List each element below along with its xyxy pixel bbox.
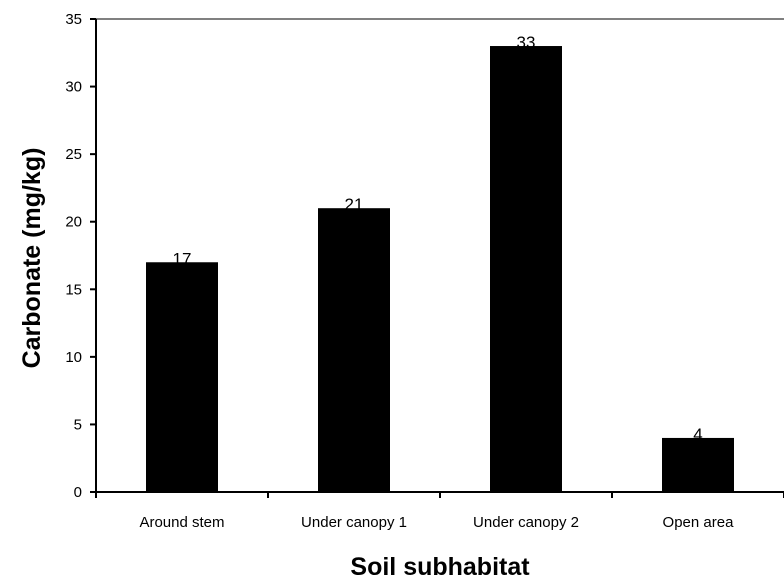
x-tick-label: Open area [663, 514, 735, 531]
y-tick-label: 15 [65, 281, 82, 298]
data-label: 17 [173, 249, 192, 268]
data-label: 21 [345, 195, 364, 214]
data-label: 33 [517, 33, 536, 52]
data-labels-group: 17 21 33 4 [173, 33, 703, 444]
x-axis: Around stem Under canopy 1 Under canopy 2 O… [95, 491, 784, 531]
y-axis-title: Carbonate (mg/kg) [18, 148, 46, 369]
y-tick-label: 20 [65, 214, 82, 231]
bar [662, 437, 734, 492]
bar [490, 46, 562, 493]
y-tick-label: 35 [65, 11, 82, 28]
y-axis: 0 5 10 15 20 25 30 35 [65, 11, 97, 501]
y-tick-label: 0 [74, 484, 82, 501]
y-tick-label: 5 [74, 416, 82, 433]
y-tick-label: 30 [65, 79, 82, 96]
y-tick-label: 25 [65, 146, 82, 163]
bar [318, 208, 390, 492]
x-tick-label: Under canopy 2 [473, 514, 579, 531]
y-tick-label: 10 [65, 349, 82, 366]
x-tick-label: Under canopy 1 [301, 514, 407, 531]
x-tick-label: Around stem [139, 514, 224, 531]
bars-group [146, 46, 734, 493]
x-axis-title: Soil subhabitat [350, 553, 530, 581]
data-label: 4 [693, 425, 702, 444]
bar [146, 262, 218, 492]
